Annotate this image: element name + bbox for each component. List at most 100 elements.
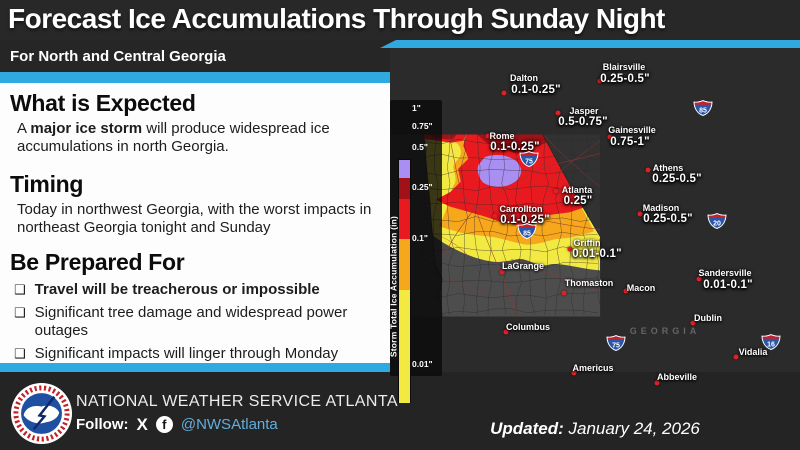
svg-text:75: 75: [525, 158, 533, 165]
interstate-shield: 16: [761, 334, 781, 351]
expected-body-post: will produce widespread ice accumulation…: [17, 120, 330, 156]
svg-text:85: 85: [523, 230, 531, 237]
city-label: Sandersville: [698, 268, 752, 278]
state-watermark: GEORGIA: [629, 326, 701, 336]
section-heading-prepared: Be Prepared For: [10, 249, 185, 276]
city-value: 0.5-0.75": [558, 116, 608, 128]
city-dot: [485, 133, 491, 139]
footer-org-name: NATIONAL WEATHER SERVICE ATLANTA: [76, 393, 398, 410]
city-label: Dublin: [694, 313, 722, 323]
city-dot: [561, 290, 567, 296]
svg-text:20: 20: [713, 220, 721, 227]
info-panel: What is Expected A major ice storm will …: [0, 83, 390, 363]
svg-text:16: 16: [767, 341, 775, 348]
accent-stripe-top: [380, 40, 800, 48]
x-social-icon: X: [136, 414, 148, 434]
ice-regions: [423, 134, 601, 271]
checkbox-bullet-icon: ❑: [14, 305, 26, 321]
city-value: 0.1-0.25": [511, 84, 561, 96]
subtitle-bar: For North and Central Georgia: [0, 40, 390, 73]
city-label: LaGrange: [501, 261, 545, 271]
interstate-shield: 75: [606, 335, 626, 352]
social-handle: @NWSAtlanta: [180, 415, 278, 433]
city-label: Dalton: [510, 73, 538, 83]
city-label: Gainesville: [608, 125, 656, 135]
city-value: 0.25-0.5": [643, 213, 693, 225]
city-dot: [553, 188, 559, 194]
updated-line: Updated: January 24, 2026: [390, 419, 800, 439]
expected-body-bold: major ice storm: [30, 120, 143, 137]
city-label: Macon: [626, 283, 656, 293]
legend-colorbar: [398, 159, 411, 403]
city-label: Abbeville: [656, 372, 698, 382]
city-dot: [696, 276, 702, 282]
title-bar: Forecast Ice Accumulations Through Sunda…: [0, 0, 800, 40]
interstate-shield: 75: [519, 151, 539, 168]
city-label: Blairsville: [602, 62, 646, 72]
ice-region-purple: [477, 155, 522, 187]
list-item: ❑ Significant tree damage and widespread…: [14, 304, 380, 340]
city-value: 0.01-0.1": [572, 248, 622, 260]
prepared-list: ❑ Travel will be treacherous or impossib…: [14, 281, 380, 363]
city-dot: [571, 370, 577, 376]
city-label: Atlanta: [561, 185, 593, 195]
city-label: Vidalia: [738, 347, 768, 357]
city-dot: [567, 246, 573, 252]
city-dot: [623, 288, 629, 294]
timing-body: Today in northwest Georgia, with the wor…: [17, 200, 372, 236]
expected-body: A major ice storm will produce widesprea…: [17, 120, 378, 157]
city-dot: [503, 329, 509, 335]
list-item-text: Significant impacts will linger through …: [34, 345, 339, 363]
accent-stripe-left: [0, 72, 390, 83]
carolinas-region: [542, 134, 601, 237]
city-label: Rome: [489, 131, 515, 141]
city-dot: [499, 269, 505, 275]
page-title: Forecast Ice Accumulations Through Sunda…: [8, 3, 665, 34]
city-value: 0.25-0.5": [600, 73, 650, 85]
legend-tick-label: 0.5": [412, 142, 428, 152]
accent-stripe-left-bottom: [0, 363, 390, 372]
ice-accumulation-map: Storm Total Ice Accumulation (in) 1" 0.75…: [390, 48, 800, 403]
city-label: Griffin: [573, 238, 601, 248]
legend-tick-label: 0.25": [412, 182, 433, 192]
svg-text:85: 85: [699, 107, 707, 114]
state-border-east: [542, 134, 601, 237]
legend-tick-label: 0.1": [412, 233, 428, 243]
section-heading-expected: What is Expected: [10, 90, 196, 116]
city-value: 0.1-0.25": [500, 214, 550, 226]
city-dot: [501, 90, 507, 96]
interstate-shield: 20: [707, 213, 727, 230]
city-value: 0.25": [563, 195, 593, 207]
map-svg: [390, 134, 604, 317]
subtitle: For North and Central Georgia: [10, 48, 226, 65]
list-item-text: Travel will be treacherous or impossible: [34, 281, 320, 299]
city-dot: [654, 380, 660, 386]
city-dot: [492, 213, 498, 219]
nws-logo: [10, 382, 73, 445]
city-dot: [637, 211, 643, 217]
checkbox-bullet-icon: ❑: [14, 282, 26, 298]
city-label: Jasper: [569, 106, 599, 116]
city-label: Thomaston: [564, 278, 614, 288]
city-label: Americus: [572, 363, 614, 373]
list-item-text: Significant tree damage and widespread p…: [34, 304, 348, 340]
legend-tick-label: 1": [412, 103, 421, 113]
city-value: 0.75-1": [610, 136, 650, 148]
city-dot: [690, 320, 696, 326]
city-dot: [555, 110, 561, 116]
city-value: 0.01-0.1": [703, 279, 753, 291]
city-value: 0.25-0.5": [652, 173, 702, 185]
ice-region-dark-red: [477, 134, 548, 157]
city-label: Madison: [642, 203, 680, 213]
legend-panel: Storm Total Ice Accumulation (in) 1" 0.75…: [390, 100, 442, 403]
checkbox-bullet-icon: ❑: [14, 346, 26, 362]
city-dot: [597, 78, 603, 84]
updated-date: January 24, 2026: [568, 419, 700, 438]
interstate-shield: 85: [693, 100, 713, 117]
county-lines-horizontal: [423, 138, 598, 314]
map-overlay: Dalton 0.1-0.25" Blairsville 0.25-0.5" Jaspe…: [390, 48, 800, 403]
city-label: Columbus: [506, 322, 550, 332]
facebook-icon: f: [155, 415, 173, 433]
section-heading-timing: Timing: [10, 170, 84, 197]
